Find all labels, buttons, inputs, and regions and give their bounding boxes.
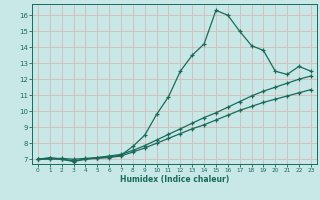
X-axis label: Humidex (Indice chaleur): Humidex (Indice chaleur) bbox=[120, 175, 229, 184]
